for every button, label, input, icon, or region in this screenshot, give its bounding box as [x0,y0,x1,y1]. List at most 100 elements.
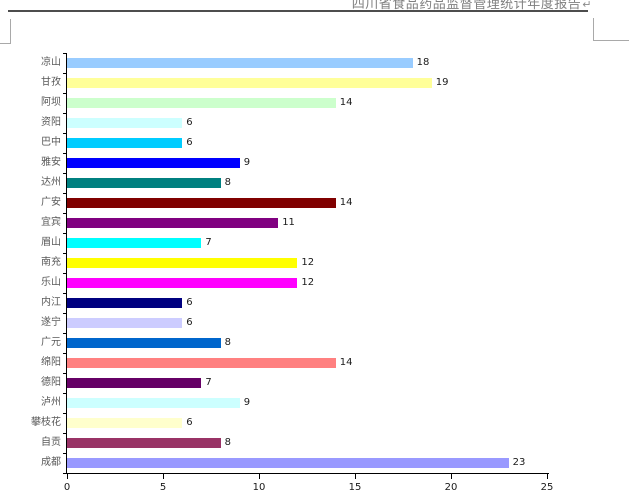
category-axis-tick [63,133,67,134]
chart-plot-area: 凉山 18 甘孜 19 阿坝 14 资阳 6 巴中 6 雅安 9 达州 8 广安 14 宜宾 11 眉山 7 南充 12 乐… [31,53,553,493]
value-label: 6 [186,137,193,148]
chart-bar [67,398,240,408]
value-label: 12 [301,277,315,288]
chart-bar [67,358,336,368]
value-label: 12 [301,257,315,268]
header-title: 四川省食品药品监督管理统计年度报告↵ [352,0,592,12]
chart-bar [67,78,432,88]
chart-bar [67,438,221,448]
category-label: 凉山 [41,57,61,68]
value-axis-tick [163,474,164,479]
category-axis-tick [63,173,67,174]
category-axis-tick [63,473,67,474]
value-label: 6 [186,297,193,308]
value-label: 8 [224,337,231,348]
chart-bar [67,338,221,348]
category-axis-tick [63,333,67,334]
category-axis-tick [63,233,67,234]
category-axis-tick [63,373,67,374]
value-axis-tick-label: 20 [444,482,458,493]
category-label: 德阳 [41,377,61,388]
category-label: 巴中 [41,137,61,148]
category-axis-tick [63,93,67,94]
category-label: 达州 [41,177,61,188]
category-label: 雅安 [41,157,61,168]
value-axis-tick-label: 15 [348,482,362,493]
value-label: 6 [186,417,193,428]
category-axis-tick [63,293,67,294]
category-axis-tick [63,153,67,154]
value-axis-tick [451,474,452,479]
chart-bar [67,418,183,428]
value-axis-tick [67,474,68,479]
value-label: 8 [224,437,231,448]
category-label: 绵阳 [41,357,61,368]
chart-bar [67,238,202,248]
category-label: 内江 [41,297,61,308]
value-axis-tick-label: 0 [63,482,71,493]
category-axis-tick [63,353,67,354]
value-label: 8 [224,177,231,188]
value-axis-tick-label: 10 [252,482,266,493]
category-axis-tick [63,413,67,414]
category-label: 甘孜 [41,77,61,88]
category-label: 广安 [41,197,61,208]
category-axis-tick [63,433,67,434]
category-axis-tick [63,73,67,74]
chart-bar [67,198,336,208]
value-label: 14 [339,97,353,108]
chart-bar [67,58,413,68]
value-label: 19 [435,77,449,88]
value-axis-tick-label: 25 [540,482,554,493]
text-boundary-mark-top-right [593,40,629,41]
category-label: 攀枝花 [31,417,61,428]
category-label: 资阳 [41,117,61,128]
embedded-bar-chart[interactable]: 凉山 18 甘孜 19 阿坝 14 资阳 6 巴中 6 雅安 9 达州 8 广安 14 宜宾 11 眉山 7 南充 12 乐… [0,40,629,494]
category-label: 乐山 [41,277,61,288]
category-label: 广元 [41,337,61,348]
chart-bar [67,298,183,308]
chart-bar [67,458,509,468]
text-boundary-mark-top-right [593,18,594,41]
paragraph-return-mark-icon: ↵ [582,0,592,11]
category-axis-tick [63,53,67,54]
value-label: 9 [243,397,251,408]
header-title-text: 四川省食品药品监督管理统计年度报告 [351,0,582,12]
category-label: 成都 [41,457,61,468]
chart-bar [67,318,183,328]
value-axis-tick-label: 5 [159,482,167,493]
chart-bar [67,218,279,228]
chart-bar [67,138,183,148]
value-label: 7 [205,377,212,388]
chart-bar [67,118,183,128]
category-axis-tick [63,113,67,114]
header-rule [8,10,588,12]
value-label: 18 [416,57,430,68]
value-axis-tick [547,474,548,479]
category-axis-tick [63,253,67,254]
category-label: 自贡 [41,437,61,448]
value-label: 14 [339,197,353,208]
category-axis-tick [63,313,67,314]
category-axis-tick [63,193,67,194]
category-label: 宜宾 [41,217,61,228]
chart-bar [67,278,298,288]
text-boundary-mark-top-left [0,43,11,44]
value-label: 6 [186,317,193,328]
value-label: 11 [282,217,295,228]
chart-bar [67,258,298,268]
category-axis-tick [63,213,67,214]
category-label: 眉山 [41,237,61,248]
value-label: 6 [186,117,193,128]
category-label: 阿坝 [41,97,61,108]
value-label: 23 [512,457,526,468]
category-label: 泸州 [41,397,61,408]
chart-bar [67,158,240,168]
category-axis-tick [63,273,67,274]
category-axis-tick [63,393,67,394]
chart-bar [67,378,202,388]
chart-bar [67,98,336,108]
value-label: 9 [243,157,251,168]
category-label: 南充 [41,257,61,268]
